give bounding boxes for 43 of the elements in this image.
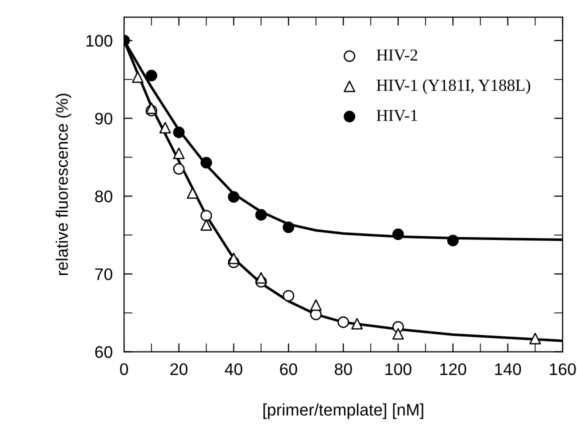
point — [255, 209, 267, 221]
legend-label: HIV-1 — [376, 110, 418, 122]
x-tick-label: 40 — [224, 363, 242, 376]
point — [186, 187, 198, 199]
x-tick-label: 120 — [440, 363, 466, 376]
point — [228, 252, 240, 264]
x-tick-label: 0 — [120, 363, 128, 376]
x-tick-label: 20 — [170, 363, 188, 376]
point — [228, 191, 240, 203]
y-tick-label: 60 — [95, 346, 112, 358]
x-tick-label: 140 — [495, 363, 522, 376]
point — [173, 126, 185, 138]
point — [146, 70, 158, 82]
x-axis-title: [primer/template] [nM] — [263, 403, 424, 419]
y-tick-label: 90 — [95, 112, 112, 125]
point — [146, 102, 158, 114]
x-tick-label: 60 — [280, 363, 298, 376]
point — [200, 156, 212, 168]
point — [529, 332, 541, 344]
point — [310, 299, 322, 311]
point — [200, 219, 212, 231]
y-tick-label: 80 — [95, 190, 112, 202]
point — [255, 272, 267, 284]
y-axis-title: relative fluorescence (%) — [56, 94, 72, 276]
point — [392, 328, 404, 340]
legend-label: HIV-2 — [376, 49, 418, 61]
point — [282, 290, 294, 302]
point — [173, 163, 185, 175]
x-tick-label: 100 — [386, 363, 412, 376]
point — [447, 234, 459, 246]
point — [338, 316, 350, 328]
y-tick-label: 70 — [95, 268, 112, 280]
y-tick-label: 100 — [86, 34, 112, 47]
point — [200, 210, 212, 222]
point — [159, 122, 171, 134]
x-tick-label: 160 — [550, 363, 576, 376]
point — [173, 148, 185, 160]
point — [132, 71, 144, 83]
legend-label: HIV-1 (Y181I, Y188L) — [376, 79, 530, 94]
point — [351, 318, 363, 330]
x-tick-label: 80 — [334, 363, 352, 376]
point — [282, 221, 294, 234]
point — [392, 228, 404, 240]
